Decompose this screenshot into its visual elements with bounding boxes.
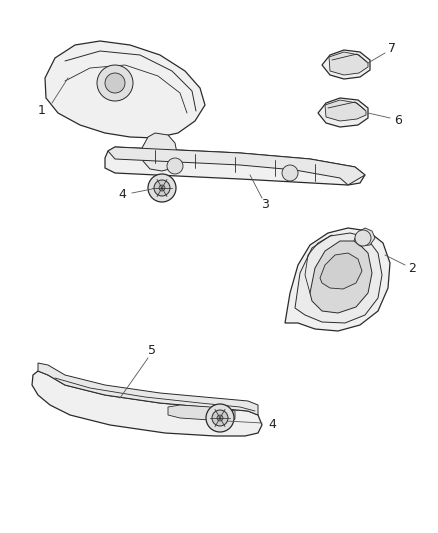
Polygon shape [285,228,390,331]
Circle shape [148,174,176,202]
Polygon shape [105,147,365,185]
Text: 3: 3 [261,198,269,212]
Polygon shape [310,241,372,313]
Polygon shape [108,147,365,185]
Polygon shape [318,98,368,127]
Polygon shape [329,52,368,75]
Polygon shape [142,133,178,171]
Polygon shape [322,50,370,79]
Circle shape [154,180,170,196]
Polygon shape [354,228,375,246]
Text: 4: 4 [268,418,276,432]
Circle shape [212,410,228,426]
Text: 2: 2 [408,262,416,276]
Text: 5: 5 [148,343,156,357]
Text: 7: 7 [388,43,396,55]
Circle shape [97,65,133,101]
Circle shape [159,185,165,191]
Circle shape [167,158,183,174]
Circle shape [206,404,234,432]
Circle shape [282,165,298,181]
Circle shape [217,415,223,421]
Polygon shape [152,155,240,175]
Polygon shape [295,233,382,323]
Text: 6: 6 [394,114,402,126]
Circle shape [355,230,371,246]
Polygon shape [38,363,258,415]
Text: 4: 4 [118,189,126,201]
Circle shape [105,73,125,93]
Polygon shape [45,41,205,138]
Text: 1: 1 [38,103,46,117]
Polygon shape [325,100,366,121]
Polygon shape [32,371,262,436]
Polygon shape [320,253,362,289]
Polygon shape [168,405,235,421]
